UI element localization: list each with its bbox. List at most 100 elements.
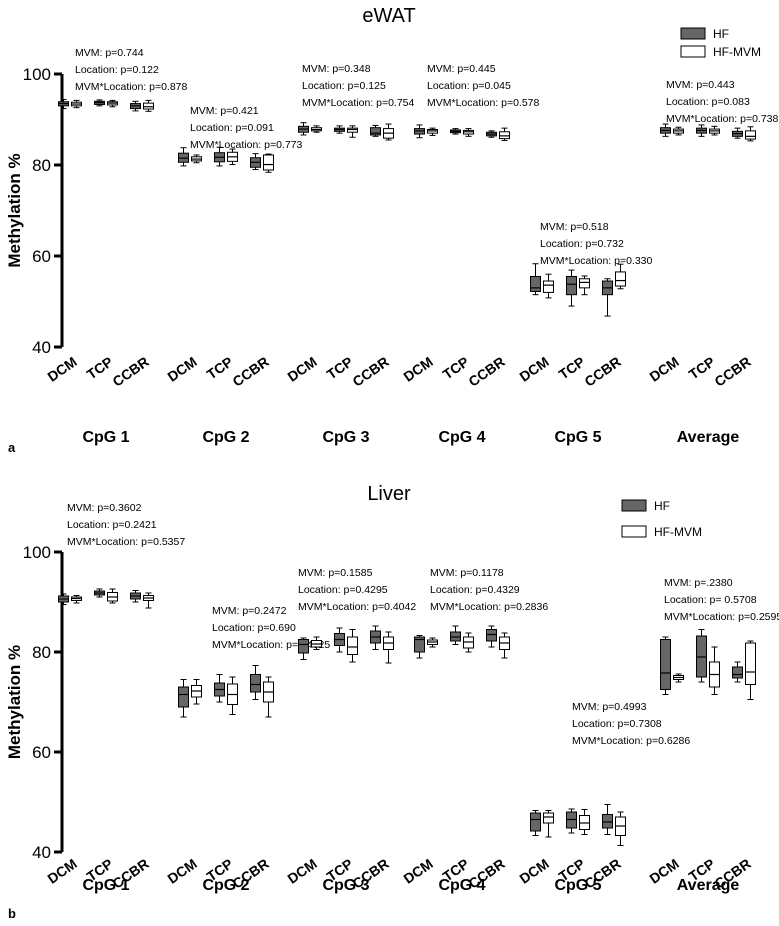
stat-annotation: Location: p=0.045 xyxy=(427,80,511,92)
box-average-tcp-hf-mvm xyxy=(709,125,720,136)
box-cpg3-ccbr-hf-mvm xyxy=(383,123,394,141)
box-cpg2-ccbr-hf xyxy=(250,153,261,171)
stat-annotation: Location: p=0.2421 xyxy=(67,519,157,531)
x-tick-label: DCM xyxy=(284,855,319,886)
y-tick-label: 40 xyxy=(32,843,51,862)
x-tick-label: CCBR xyxy=(465,353,507,389)
box-cpg1-tcp-hf-mvm xyxy=(107,588,118,604)
x-tick-label: DCM xyxy=(400,353,435,384)
box-cpg2-ccbr-hf-mvm xyxy=(263,153,274,173)
box-cpg5-ccbr-hf xyxy=(602,278,613,317)
box-cpg2-dcm-hf xyxy=(178,147,189,167)
box-cpg1-tcp-hf xyxy=(94,99,105,107)
stat-annotation: MVM*Location: p=0.2836 xyxy=(430,601,548,613)
box-cpg5-ccbr-hf-mvm xyxy=(615,263,626,290)
legend-label: HF-MVM xyxy=(713,45,761,59)
chart-title: eWAT xyxy=(362,5,415,27)
box-cpg2-dcm-hf xyxy=(178,679,189,718)
box-cpg2-tcp-hf-mvm xyxy=(227,148,238,166)
stat-annotation: Location: p=0.091 xyxy=(190,122,274,134)
stat-annotation: MVM: p=0.1178 xyxy=(430,567,504,579)
box-average-dcm-hf xyxy=(660,123,671,137)
group-label: CpG 1 xyxy=(82,877,129,894)
y-axis-title: Methylation % xyxy=(5,645,24,759)
box-cpg4-dcm-hf-mvm xyxy=(427,637,438,648)
stat-annotation: MVM*Location: p=0.4042 xyxy=(298,601,416,613)
stat-annotation: MVM: p=0.421 xyxy=(190,105,259,117)
box-body xyxy=(660,639,671,690)
box-body xyxy=(143,102,154,110)
box-body xyxy=(298,639,309,654)
box-cpg3-dcm-hf-mvm xyxy=(311,636,322,650)
box-cpg5-tcp-hf-mvm xyxy=(579,809,590,835)
stat-annotation: MVM: p=0.3602 xyxy=(67,502,142,514)
box-cpg3-ccbr-hf xyxy=(370,625,381,650)
box-cpg3-ccbr-hf-mvm xyxy=(383,631,394,664)
stat-annotation: MVM: p=0.2472 xyxy=(212,605,287,617)
box-cpg1-ccbr-hf xyxy=(130,590,141,603)
box-body xyxy=(745,130,756,140)
box-body xyxy=(263,154,274,171)
panel-a: eWAT 40 60 80 100 Methylation % MVM: p=0.744 Lo… xyxy=(5,5,779,455)
box-cpg5-tcp-hf xyxy=(566,808,577,834)
x-tick-label: CCBR xyxy=(581,353,623,389)
group-label: CpG 1 xyxy=(82,429,129,446)
box-body xyxy=(250,674,261,693)
box-cpg5-dcm-hf-mvm xyxy=(543,273,554,299)
x-tick-label: DCM xyxy=(646,353,681,384)
box-cpg2-tcp-hf-mvm xyxy=(227,676,238,715)
legend-swatch xyxy=(680,45,706,58)
box-cpg4-tcp-hf xyxy=(450,128,461,135)
box-cpg5-dcm-hf xyxy=(530,263,541,296)
x-tick-label: DCM xyxy=(400,855,435,886)
x-tick-label: DCM xyxy=(284,353,319,384)
box-average-dcm-hf xyxy=(660,636,671,695)
box-cpg3-tcp-hf-mvm xyxy=(347,125,358,138)
x-tick-label: CCBR xyxy=(711,353,753,389)
x-tick-label: DCM xyxy=(44,353,79,384)
x-tick-label: DCM xyxy=(516,353,551,384)
y-tick-label: 60 xyxy=(32,247,51,266)
stat-annotation: MVM: p=0.518 xyxy=(540,221,609,233)
y-tick-label: 40 xyxy=(32,338,51,357)
box-average-tcp-hf xyxy=(696,124,707,137)
x-tick-label: DCM xyxy=(164,855,199,886)
box-cpg4-tcp-hf xyxy=(450,625,461,645)
y-axis-title: Methylation % xyxy=(5,153,24,267)
stat-annotation: Location: p=0.4295 xyxy=(298,584,388,596)
legend: HF HF-MVM xyxy=(680,27,761,59)
box-cpg3-dcm-hf-mvm xyxy=(311,125,322,133)
box-body xyxy=(347,127,358,133)
stat-annotation: MVM*Location: p=0.330 xyxy=(540,255,653,267)
box-cpg1-dcm-hf xyxy=(58,593,69,605)
box-cpg1-tcp-hf-mvm xyxy=(107,99,118,108)
stat-annotation: Location: p=0.083 xyxy=(666,96,750,108)
stat-annotation: Location: p=0.122 xyxy=(75,64,159,76)
box-cpg3-tcp-hf xyxy=(334,125,345,134)
box-cpg1-ccbr-hf-mvm xyxy=(143,99,154,112)
box-cpg1-dcm-hf-mvm xyxy=(71,595,82,604)
box-average-ccbr-hf-mvm xyxy=(745,126,756,142)
group-label: CpG 3 xyxy=(322,429,369,446)
box-cpg3-ccbr-hf xyxy=(370,124,381,137)
stat-annotation: MVM*Location: p=0.878 xyxy=(75,81,188,93)
box-body xyxy=(499,131,510,140)
x-tick-label: CCBR xyxy=(349,353,391,389)
box-cpg2-tcp-hf xyxy=(214,146,225,167)
box-body xyxy=(579,278,590,289)
box-cpg4-ccbr-hf xyxy=(486,625,497,648)
box-body xyxy=(486,629,497,642)
group-label: CpG 5 xyxy=(554,877,601,894)
box-cpg5-dcm-hf xyxy=(530,810,541,836)
group-label: CpG 3 xyxy=(322,877,369,894)
stat-annotation: MVM*Location: p=0.6286 xyxy=(572,735,690,747)
stat-annotation: MVM: p=0.744 xyxy=(75,47,144,59)
stat-annotation: Location: p= 0.5708 xyxy=(664,594,757,606)
box-body xyxy=(732,666,743,679)
group-label: CpG 2 xyxy=(202,429,249,446)
stat-annotation: MVM: p=0.443 xyxy=(666,79,735,91)
box-cpg1-dcm-hf xyxy=(58,98,69,110)
box-cpg5-dcm-hf-mvm xyxy=(543,810,554,838)
box-cpg4-dcm-hf xyxy=(414,635,425,659)
box-body xyxy=(530,275,541,292)
